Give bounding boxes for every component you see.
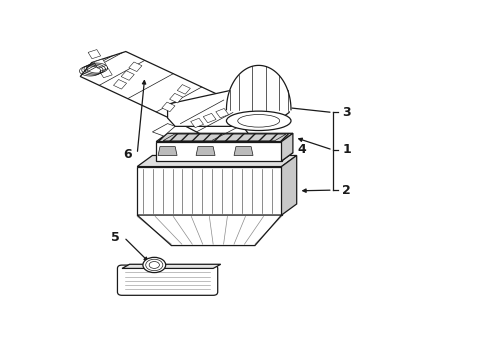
Polygon shape (226, 66, 291, 110)
Polygon shape (196, 147, 215, 156)
Polygon shape (281, 133, 293, 161)
Polygon shape (99, 68, 112, 78)
Text: 3: 3 (342, 106, 351, 119)
Polygon shape (177, 85, 190, 94)
Polygon shape (156, 133, 293, 141)
FancyBboxPatch shape (118, 265, 218, 295)
Polygon shape (129, 62, 142, 72)
Polygon shape (94, 59, 106, 68)
Polygon shape (114, 80, 126, 89)
Ellipse shape (143, 257, 166, 273)
Polygon shape (137, 156, 297, 167)
Polygon shape (203, 113, 216, 123)
Polygon shape (121, 71, 134, 80)
Text: 4: 4 (297, 143, 306, 157)
Text: 6: 6 (123, 148, 131, 161)
Text: 5: 5 (111, 231, 120, 244)
Polygon shape (137, 167, 281, 215)
Text: 2: 2 (342, 184, 351, 197)
Polygon shape (88, 50, 100, 59)
Polygon shape (216, 108, 229, 118)
Polygon shape (234, 147, 253, 156)
Polygon shape (152, 123, 175, 136)
Polygon shape (80, 51, 251, 149)
Polygon shape (137, 215, 281, 246)
Polygon shape (122, 264, 220, 269)
Polygon shape (168, 87, 289, 126)
Polygon shape (281, 156, 297, 215)
Polygon shape (158, 147, 177, 156)
Polygon shape (156, 141, 281, 161)
Polygon shape (191, 118, 203, 128)
Polygon shape (156, 153, 293, 161)
Text: 1: 1 (342, 143, 351, 157)
Polygon shape (162, 102, 175, 112)
Polygon shape (170, 93, 183, 103)
Ellipse shape (226, 111, 291, 131)
